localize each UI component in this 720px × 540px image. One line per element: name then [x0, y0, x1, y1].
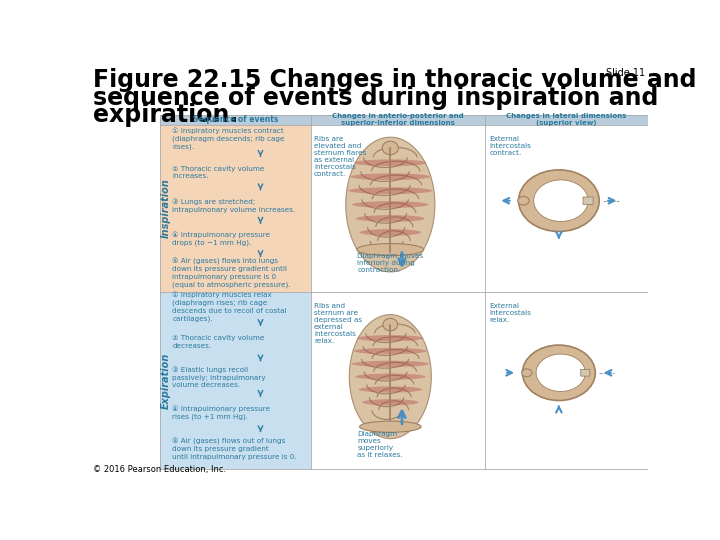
Bar [485, 292, 648, 469]
Text: Diaphragm
moves
superiorly
as it relaxes.: Diaphragm moves superiorly as it relaxes… [357, 430, 403, 457]
Ellipse shape [357, 244, 424, 255]
Text: External
intercostals
contract.: External intercostals contract. [489, 136, 531, 156]
Text: expiration.: expiration. [93, 103, 238, 127]
Ellipse shape [518, 170, 599, 232]
Ellipse shape [359, 421, 421, 433]
Text: Inspiration: Inspiration [161, 178, 171, 238]
Bar [160, 125, 311, 292]
Ellipse shape [534, 180, 588, 221]
Text: ⑤ Air (gases) flows out of lungs
down its pressure gradient
until intrapulmonary: ⑤ Air (gases) flows out of lungs down it… [172, 437, 297, 460]
Bar [311, 125, 485, 292]
FancyBboxPatch shape [583, 197, 593, 205]
Ellipse shape [346, 137, 435, 272]
Ellipse shape [356, 215, 425, 222]
Bar [160, 115, 648, 125]
Ellipse shape [523, 345, 595, 401]
Text: Sequence of events: Sequence of events [193, 116, 278, 124]
Text: Ribs are
elevated and
sternum flares
as external
intercostals
contract.: Ribs are elevated and sternum flares as … [314, 136, 366, 177]
Ellipse shape [351, 173, 430, 180]
Text: ② Thoracic cavity volume
increases.: ② Thoracic cavity volume increases. [172, 166, 264, 179]
Ellipse shape [354, 348, 427, 354]
Text: External
intercostals
relax.: External intercostals relax. [489, 303, 531, 323]
Text: Slide 11: Slide 11 [606, 68, 645, 78]
Ellipse shape [349, 315, 431, 438]
Ellipse shape [383, 319, 397, 331]
Ellipse shape [351, 361, 429, 367]
Text: ③ Lungs are stretched;
intrapulmonary volume increases.: ③ Lungs are stretched; intrapulmonary vo… [172, 199, 295, 213]
Text: ③ Elastic lungs recoil
passively; intrapulmonary
volume decreases.: ③ Elastic lungs recoil passively; intrap… [172, 367, 266, 388]
Text: © 2016 Pearson Education, Inc.: © 2016 Pearson Education, Inc. [93, 465, 226, 475]
Ellipse shape [352, 201, 428, 208]
Text: Figure 22.15 Changes in thoracic volume and: Figure 22.15 Changes in thoracic volume … [93, 68, 697, 92]
Bar [160, 292, 311, 469]
Ellipse shape [536, 354, 585, 392]
Text: ① Inspiratory muscles contract
(diaphragm descends; rib cage
rises).: ① Inspiratory muscles contract (diaphrag… [172, 127, 284, 150]
Bar [311, 292, 485, 469]
Text: ④ Intrapulmonary pressure
drops (to −1 mm Hg).: ④ Intrapulmonary pressure drops (to −1 m… [172, 232, 270, 246]
Bar [485, 125, 648, 292]
Text: ① Inspiratory muscles relax
(diaphragm rises; rib cage
descends due to recoil of: ① Inspiratory muscles relax (diaphragm r… [172, 292, 287, 322]
Ellipse shape [522, 369, 532, 377]
Text: sequence of events during inspiration and: sequence of events during inspiration an… [93, 85, 659, 110]
FancyBboxPatch shape [581, 369, 590, 376]
Text: Changes in anterio-posterior and
superior-inferior dimensions: Changes in anterio-posterior and superio… [332, 113, 464, 126]
Ellipse shape [357, 335, 423, 341]
Text: ② Thoracic cavity volume
decreases.: ② Thoracic cavity volume decreases. [172, 335, 264, 349]
Text: Ribs and
sternum are
depressed as
external
intercostals
relax.: Ribs and sternum are depressed as extern… [314, 303, 362, 344]
Text: Expiration: Expiration [161, 352, 171, 409]
Ellipse shape [359, 386, 422, 393]
Text: Changes in lateral dimensions
(superior view): Changes in lateral dimensions (superior … [506, 113, 627, 126]
Ellipse shape [382, 141, 398, 154]
Ellipse shape [354, 159, 426, 166]
Text: ④ Intrapulmonary pressure
rises (to +1 mm Hg).: ④ Intrapulmonary pressure rises (to +1 m… [172, 406, 270, 420]
Ellipse shape [348, 187, 432, 194]
Text: Diaphragm moves
inferiorly during
contraction.: Diaphragm moves inferiorly during contra… [357, 253, 423, 273]
Ellipse shape [360, 229, 421, 236]
Ellipse shape [362, 399, 418, 406]
Text: ⑤ Air (gases) flows into lungs
down its pressure gradient until
intrapulmonary p: ⑤ Air (gases) flows into lungs down its … [172, 258, 291, 288]
Ellipse shape [355, 374, 426, 380]
Ellipse shape [518, 197, 529, 205]
